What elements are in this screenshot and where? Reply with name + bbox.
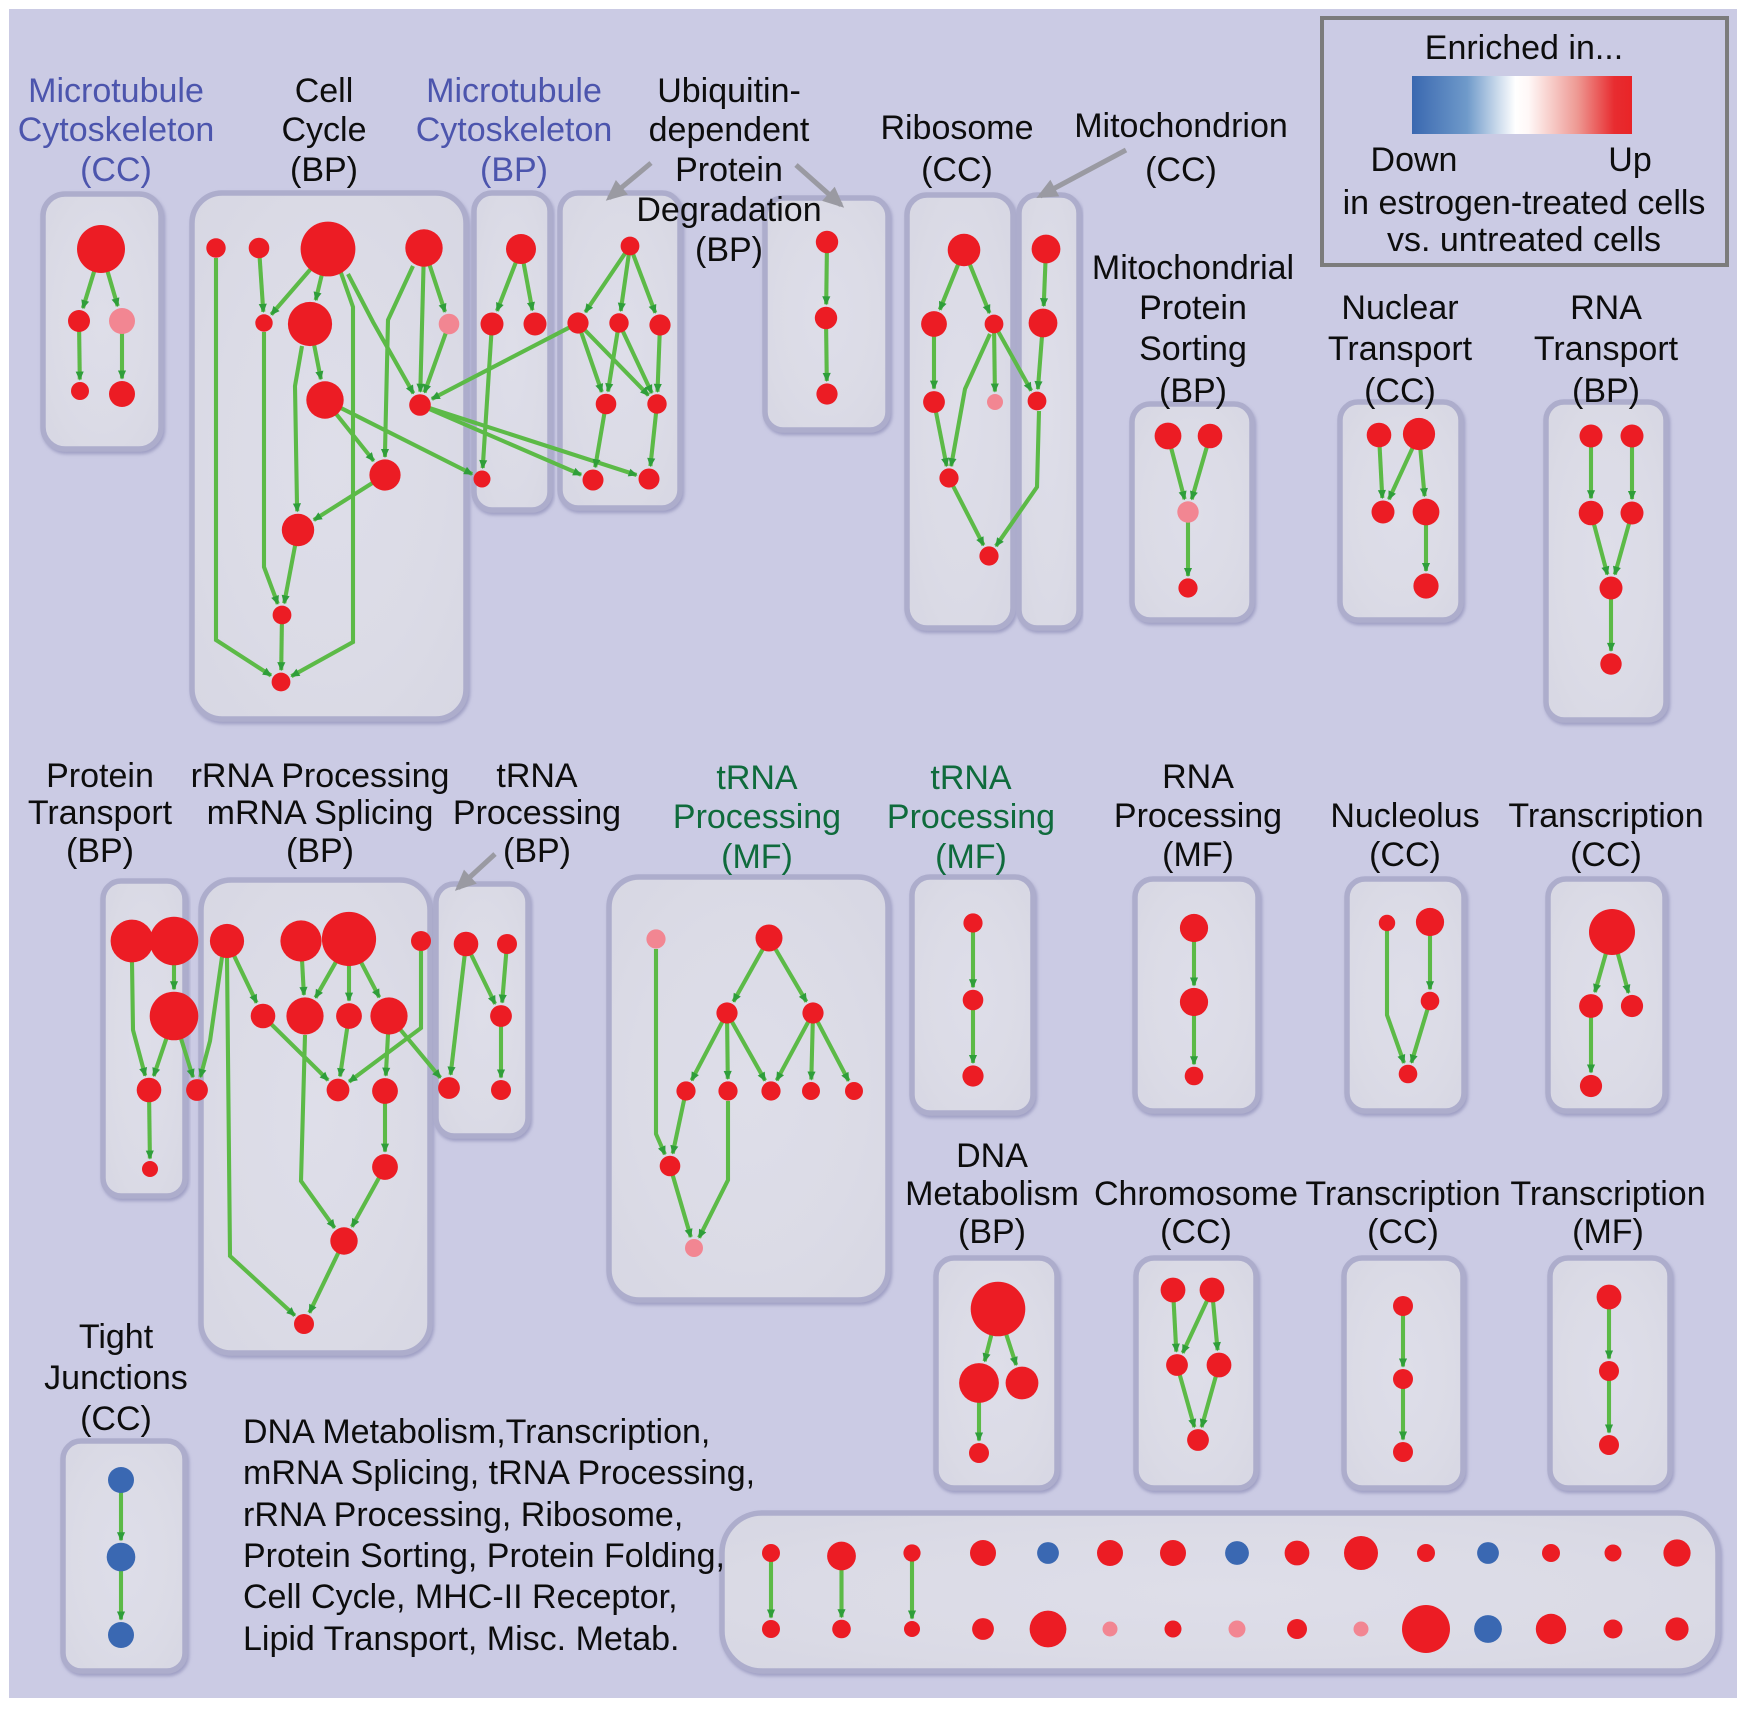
svg-text:(BP): (BP)	[66, 832, 134, 870]
svg-text:Cycle: Cycle	[281, 111, 366, 149]
svg-text:tRNA: tRNA	[930, 759, 1012, 797]
svg-text:Processing: Processing	[453, 794, 621, 832]
svg-text:(CC): (CC)	[1145, 151, 1217, 189]
svg-text:Cell Cycle, MHC-II Receptor,: Cell Cycle, MHC-II Receptor,	[243, 1578, 678, 1616]
svg-text:(CC): (CC)	[921, 151, 993, 189]
svg-text:DNA: DNA	[956, 1137, 1028, 1175]
svg-text:(BP): (BP)	[290, 151, 358, 189]
svg-text:rRNA Processing, Ribosome,: rRNA Processing, Ribosome,	[243, 1496, 683, 1534]
svg-text:(MF): (MF)	[935, 838, 1007, 876]
svg-text:Protein: Protein	[46, 757, 154, 795]
svg-text:Ubiquitin-: Ubiquitin-	[657, 72, 801, 110]
svg-text:Transcription: Transcription	[1510, 1175, 1705, 1213]
svg-text:Up: Up	[1608, 141, 1651, 179]
svg-text:(MF): (MF)	[1572, 1213, 1644, 1251]
svg-text:(CC): (CC)	[80, 151, 152, 189]
svg-text:DNA Metabolism,Transcription,: DNA Metabolism,Transcription,	[243, 1413, 710, 1451]
svg-text:Processing: Processing	[1114, 797, 1282, 835]
svg-text:vs. untreated cells: vs. untreated cells	[1387, 221, 1661, 259]
svg-text:Cell: Cell	[295, 72, 354, 110]
svg-text:(BP): (BP)	[480, 151, 548, 189]
svg-text:(BP): (BP)	[1159, 372, 1227, 410]
svg-text:Tight: Tight	[79, 1318, 154, 1356]
svg-text:(BP): (BP)	[1572, 372, 1640, 410]
svg-text:Transport: Transport	[1328, 330, 1473, 368]
svg-text:(CC): (CC)	[1367, 1213, 1439, 1251]
svg-text:dependent: dependent	[649, 111, 810, 149]
svg-text:Chromosome: Chromosome	[1094, 1175, 1298, 1213]
svg-text:Down: Down	[1371, 141, 1458, 179]
svg-text:Protein: Protein	[1139, 289, 1247, 327]
svg-text:(MF): (MF)	[1162, 836, 1234, 874]
svg-text:Ribosome: Ribosome	[880, 109, 1033, 147]
svg-text:Mitochondrial: Mitochondrial	[1092, 249, 1294, 287]
svg-text:Sorting: Sorting	[1139, 330, 1247, 368]
svg-text:Enriched in...: Enriched in...	[1425, 29, 1623, 67]
svg-text:in estrogen-treated cells: in estrogen-treated cells	[1343, 184, 1706, 222]
svg-text:Microtubule: Microtubule	[426, 72, 602, 110]
svg-text:Metabolism: Metabolism	[905, 1175, 1079, 1213]
svg-text:(CC): (CC)	[1369, 836, 1441, 874]
svg-text:tRNA: tRNA	[496, 757, 578, 795]
svg-text:Cytoskeleton: Cytoskeleton	[416, 111, 613, 149]
svg-text:Protein: Protein	[675, 151, 783, 189]
svg-text:Microtubule: Microtubule	[28, 72, 204, 110]
svg-text:Junctions: Junctions	[44, 1359, 188, 1397]
svg-text:(BP): (BP)	[958, 1213, 1026, 1251]
svg-text:Nucleolus: Nucleolus	[1330, 797, 1479, 835]
svg-text:(CC): (CC)	[1570, 836, 1642, 874]
svg-text:(BP): (BP)	[503, 832, 571, 870]
svg-text:tRNA: tRNA	[716, 759, 798, 797]
svg-text:Processing: Processing	[887, 798, 1055, 836]
svg-text:Nuclear: Nuclear	[1341, 289, 1458, 327]
svg-text:(BP): (BP)	[286, 832, 354, 870]
svg-text:Protein Sorting, Protein Foldi: Protein Sorting, Protein Folding,	[243, 1537, 725, 1575]
svg-text:mRNA Splicing: mRNA Splicing	[207, 794, 434, 832]
svg-text:Mitochondrion: Mitochondrion	[1074, 107, 1288, 145]
svg-text:Transcription: Transcription	[1508, 797, 1703, 835]
svg-text:rRNA Processing: rRNA Processing	[191, 757, 450, 795]
svg-text:mRNA Splicing, tRNA Processing: mRNA Splicing, tRNA Processing,	[243, 1454, 755, 1492]
svg-text:(CC): (CC)	[1364, 372, 1436, 410]
svg-text:(CC): (CC)	[80, 1400, 152, 1438]
svg-text:Transport: Transport	[1534, 330, 1679, 368]
svg-text:(CC): (CC)	[1160, 1213, 1232, 1251]
svg-text:Processing: Processing	[673, 798, 841, 836]
svg-text:Lipid Transport, Misc. Metab.: Lipid Transport, Misc. Metab.	[243, 1620, 680, 1658]
svg-text:(BP): (BP)	[695, 231, 763, 269]
svg-text:Cytoskeleton: Cytoskeleton	[18, 111, 215, 149]
svg-text:Transport: Transport	[28, 794, 173, 832]
svg-text:Transcription: Transcription	[1305, 1175, 1500, 1213]
svg-text:RNA: RNA	[1162, 758, 1234, 796]
svg-text:Degradation: Degradation	[636, 191, 821, 229]
svg-text:RNA: RNA	[1570, 289, 1642, 327]
svg-text:(MF): (MF)	[721, 838, 793, 876]
